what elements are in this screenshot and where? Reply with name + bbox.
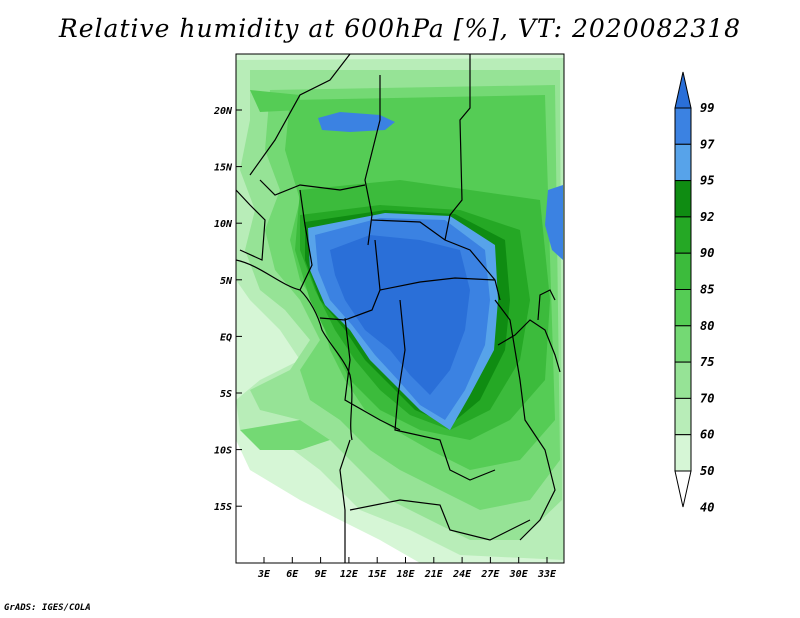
lon-tick-label: 21E [424,569,444,580]
rh-band-99 [330,235,470,395]
lon-tick-label: 24E [452,569,472,580]
colorbar-label: 90 [700,246,714,260]
lat-tick-label: 15N [214,163,233,174]
colorbar: 99 97 95 92 90 85 80 75 70 60 50 40 [674,71,715,514]
colorbar-segment [674,180,692,218]
lon-tick-label: 15E [368,569,387,580]
colorbar-label: 40 [700,500,714,514]
rh-patch-north [318,112,395,132]
country-borders [236,54,561,563]
colorbar-segment [674,434,692,472]
humidity-field [236,54,564,563]
colorbar-label: 75 [700,355,714,369]
colorbar-label: 99 [700,101,714,115]
lon-tick-label: 6E [286,569,299,580]
lon-axis: 3E 6E 9E 12E 15E 18E 21E 24E 27E 30E 33E [257,557,557,580]
lat-tick-label: 20N [213,106,233,117]
colorbar-segment [674,325,692,363]
colorbar-segment [674,289,692,327]
lat-tick-label: 5S [220,389,232,400]
chart-title: Relative humidity at 600hPa [%], VT: 202… [58,14,742,43]
colorbar-segment [674,216,692,254]
colorbar-segment [674,252,692,290]
colorbar-segment [674,107,692,145]
lat-tick-label: EQ [220,332,232,343]
lat-axis: 20N 15N 10N 5N EQ 5S 10S 15S [213,106,242,513]
lon-tick-label: 3E [257,569,271,580]
colorbar-label: 92 [700,210,714,224]
colorbar-label: 80 [700,319,714,333]
lat-tick-label: 10S [214,446,232,457]
lat-tick-label: 15S [214,502,232,513]
colorbar-segment [674,143,692,182]
lon-tick-label: 9E [315,569,328,580]
colorbar-label: 60 [700,428,714,442]
lat-tick-label: 5N [220,276,233,287]
colorbar-label: 50 [700,464,714,478]
colorbar-label: 97 [700,137,715,151]
colorbar-label: 95 [700,174,714,188]
colorbar-segment [674,470,692,508]
colorbar-segment [674,361,692,399]
lon-tick-label: 27E [480,569,500,580]
colorbar-segment [674,71,692,109]
lon-tick-label: 18E [396,569,415,580]
colorbar-label: 70 [700,391,714,405]
credit-text: GrADS: IGES/COLA [4,603,91,613]
map-frame [235,53,565,564]
colorbar-label: 85 [700,283,714,297]
lon-tick-label: 30E [509,569,529,580]
colorbar-segment [674,397,692,436]
lat-tick-label: 10N [214,219,233,230]
lon-tick-label: 12E [340,569,359,580]
lon-tick-label: 33E [537,569,557,580]
